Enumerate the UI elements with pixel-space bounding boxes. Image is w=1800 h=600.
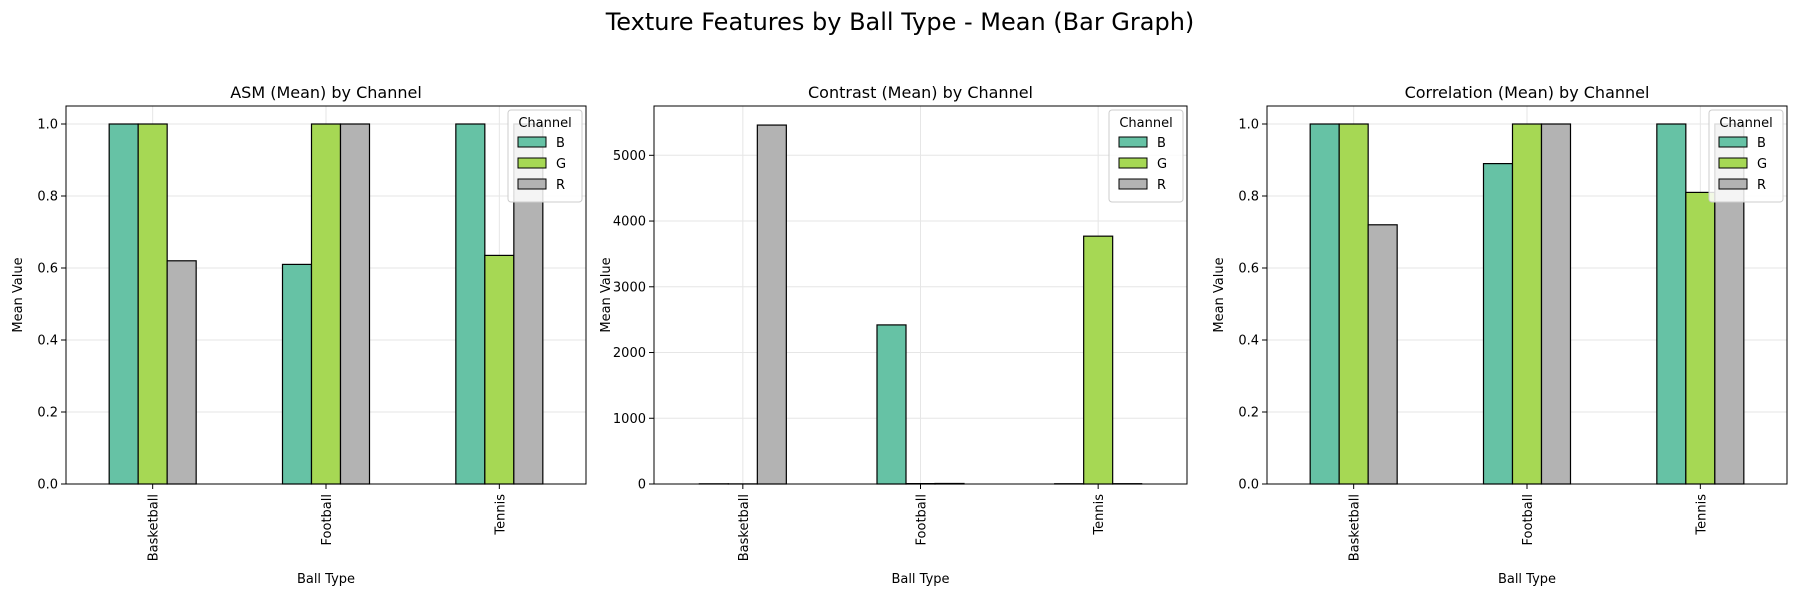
bar-B-football xyxy=(876,324,907,485)
bar-R-football xyxy=(1540,123,1572,485)
bar-G-tennis xyxy=(484,254,515,485)
x-tick-label: Tennis xyxy=(1694,494,1709,536)
x-axis-label: Ball Type xyxy=(1498,572,1556,587)
legend-swatch-R xyxy=(517,178,547,190)
bar-R-basketball xyxy=(756,124,787,485)
bar-R-football xyxy=(339,123,371,485)
legend-swatch-B xyxy=(517,136,547,148)
legend-title: Channel xyxy=(1719,116,1772,131)
x-tick-label: Football xyxy=(1521,494,1536,545)
x-tick-label: Football xyxy=(915,494,930,545)
x-axis-label: Ball Type xyxy=(891,572,949,587)
legend-label-B: B xyxy=(1157,136,1166,151)
legend-label-R: R xyxy=(1757,178,1766,193)
y-tick-label: 0.4 xyxy=(37,334,58,349)
y-tick-label: 0.6 xyxy=(37,262,58,277)
figure-title: Texture Features by Ball Type - Mean (Ba… xyxy=(605,8,1195,36)
bar-B-football xyxy=(281,263,313,485)
x-axis-label: Ball Type xyxy=(297,572,355,587)
y-tick-label: 0.8 xyxy=(1238,190,1259,205)
x-tick-label: Basketball xyxy=(737,494,752,561)
charts-container: 0.0 0.2 0.4 0.6 0.8 1.0 Basketball Football Tenn… xyxy=(11,83,1788,587)
y-tick-label: 0.0 xyxy=(37,478,58,493)
bar-B-football xyxy=(1482,163,1514,485)
bar-B-basketball xyxy=(1309,123,1340,485)
legend-label-R: R xyxy=(1157,178,1166,193)
chart-panel: 0.0 0.2 0.4 0.6 0.8 1.0 Basketball Football Tenn… xyxy=(1212,83,1788,587)
y-tick-label: 2000 xyxy=(613,346,646,361)
bar-B-tennis xyxy=(455,123,486,485)
chart-title: Contrast (Mean) by Channel xyxy=(808,83,1033,102)
y-tick-label: 0.4 xyxy=(1238,334,1259,349)
x-tick-label: Basketball xyxy=(1348,494,1363,561)
y-tick-label: 5000 xyxy=(613,149,646,164)
y-tick-label: 4000 xyxy=(613,215,646,230)
legend-label-G: G xyxy=(556,157,566,172)
bar-G-football xyxy=(1511,123,1543,485)
legend-swatch-G xyxy=(517,157,547,169)
y-tick-label: 1.0 xyxy=(37,118,58,133)
chart-title: ASM (Mean) by Channel xyxy=(230,83,422,102)
legend-label-B: B xyxy=(556,136,565,151)
chart-panel: 0.0 0.2 0.4 0.6 0.8 1.0 Basketball Football Tenn… xyxy=(11,83,587,587)
bar-G-tennis xyxy=(1083,235,1114,485)
bar-G-basketball xyxy=(137,123,168,485)
legend: Channel BGR xyxy=(1708,109,1784,203)
legend-title: Channel xyxy=(1119,116,1172,131)
legend-label-B: B xyxy=(1757,136,1766,151)
legend-swatch-G xyxy=(1118,157,1148,169)
y-axis-label: Mean Value xyxy=(1212,257,1227,332)
legend-swatch-B xyxy=(1118,136,1148,148)
legend: Channel BGR xyxy=(1108,109,1184,203)
y-axis-label: Mean Value xyxy=(11,257,26,332)
legend-label-G: G xyxy=(1757,157,1767,172)
y-tick-label: 0.8 xyxy=(37,190,58,205)
bar-G-football xyxy=(310,123,342,485)
y-tick-label: 0.2 xyxy=(1238,406,1259,421)
legend-title: Channel xyxy=(518,116,571,131)
bar-R-basketball xyxy=(166,260,197,485)
legend-swatch-G xyxy=(1718,157,1748,169)
y-tick-label: 1000 xyxy=(613,412,646,427)
y-axis-label: Mean Value xyxy=(599,257,614,332)
x-tick-label: Football xyxy=(320,494,335,545)
bar-B-tennis xyxy=(1656,123,1687,485)
y-tick-label: 0.0 xyxy=(1238,478,1259,493)
bar-R-basketball xyxy=(1367,224,1398,485)
legend-swatch-R xyxy=(1118,178,1148,190)
y-tick-label: 0 xyxy=(638,478,646,493)
y-tick-label: 1.0 xyxy=(1238,118,1259,133)
legend-swatch-B xyxy=(1718,136,1748,148)
chart-title: Correlation (Mean) by Channel xyxy=(1405,83,1650,102)
x-tick-label: Basketball xyxy=(147,494,162,561)
x-tick-label: Tennis xyxy=(493,494,508,536)
chart-panel: 0 1000 2000 3000 4000 5000 Basketball Football T… xyxy=(599,83,1188,587)
y-tick-label: 0.2 xyxy=(37,406,58,421)
legend: Channel BGR xyxy=(507,109,583,203)
bar-G-tennis xyxy=(1685,191,1716,485)
bar-B-basketball xyxy=(108,123,139,485)
y-tick-label: 3000 xyxy=(613,280,646,295)
bar-G-basketball xyxy=(1338,123,1369,485)
legend-label-R: R xyxy=(556,178,565,193)
y-tick-label: 0.6 xyxy=(1238,262,1259,277)
x-tick-label: Tennis xyxy=(1092,494,1107,536)
legend-label-G: G xyxy=(1157,157,1167,172)
legend-swatch-R xyxy=(1718,178,1748,190)
